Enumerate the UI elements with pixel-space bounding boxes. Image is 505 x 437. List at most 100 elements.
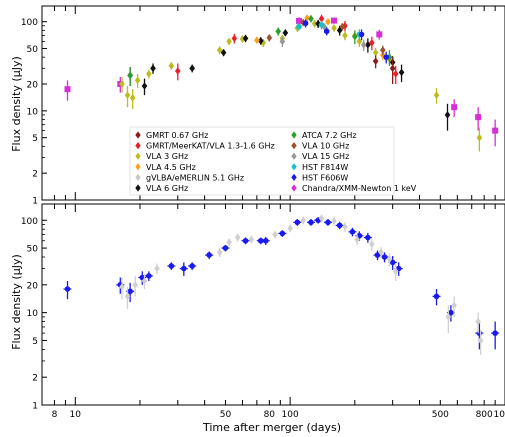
data-point	[272, 230, 278, 239]
x-tick-label: 1000	[494, 410, 505, 420]
legend-label: VLA 4.5 GHz	[146, 163, 196, 172]
data-point	[206, 252, 212, 258]
data-point	[325, 219, 331, 226]
data-point	[300, 216, 306, 225]
data-point	[308, 14, 314, 23]
top-y-tick-label: 5	[32, 134, 38, 144]
data-point	[189, 64, 195, 73]
data-point	[451, 301, 457, 310]
data-point	[380, 46, 386, 54]
legend-label: GMRT/MeerKAT/VLA 1.3-1.6 GHz	[146, 142, 275, 151]
data-point	[318, 22, 325, 28]
data-point	[374, 252, 381, 258]
data-point	[433, 91, 440, 99]
data-point	[331, 24, 337, 32]
bottom-y-tick-label: 100	[21, 217, 38, 227]
legend: GMRT 0.67 GHz GMRT/MeerKAT/VLA 1.3-1.6 GH…	[129, 126, 417, 196]
legend-label: Chandra/XMM-Newton 1 keV	[302, 184, 417, 193]
legend-marker	[291, 152, 297, 160]
legend-marker	[291, 131, 297, 139]
data-point	[266, 33, 273, 42]
data-point	[451, 104, 458, 111]
legend-label: VLA 6 GHz	[146, 184, 188, 193]
data-point	[189, 263, 195, 269]
data-point	[275, 27, 282, 36]
data-point	[318, 214, 325, 223]
data-point	[356, 37, 363, 46]
bottom-y-tick-label: 20	[27, 281, 39, 291]
legend-marker	[291, 173, 297, 181]
data-point	[220, 48, 227, 57]
data-point	[248, 235, 255, 244]
data-point	[475, 114, 482, 121]
x-axis-label: Time after merger (days)	[202, 421, 341, 434]
data-point	[132, 281, 138, 289]
data-point	[127, 71, 133, 80]
data-point	[141, 277, 148, 285]
data-point	[336, 222, 343, 229]
data-point	[389, 259, 396, 266]
data-point	[260, 38, 267, 47]
data-point	[262, 237, 269, 244]
x-tick-label: 100	[282, 410, 299, 420]
data-point	[369, 38, 375, 47]
data-point	[279, 230, 286, 237]
data-point	[308, 219, 314, 226]
data-point	[339, 22, 346, 31]
data-point	[492, 127, 499, 134]
top-y-tick-label: 20	[27, 81, 39, 91]
top-y-tick-label: 10	[27, 107, 39, 117]
data-point	[369, 240, 375, 249]
data-point	[476, 133, 483, 142]
x-tick-label: 80	[264, 410, 276, 420]
top-series-vla45	[254, 14, 386, 61]
data-point	[174, 67, 181, 75]
data-point	[331, 217, 337, 225]
top-series-atca	[127, 14, 393, 86]
legend-label: VLA 15 GHz	[302, 152, 349, 161]
data-point	[349, 229, 356, 235]
data-point	[386, 255, 393, 263]
legend-box	[129, 126, 395, 196]
data-point	[342, 222, 348, 231]
data-point	[216, 248, 223, 257]
legend-marker	[135, 131, 141, 139]
data-point	[354, 235, 360, 244]
top-y-tick-label: 100	[21, 18, 38, 28]
data-point	[242, 237, 249, 244]
data-point	[181, 265, 187, 272]
legend-label: HST F606W	[302, 173, 348, 182]
x-tick-label: 8	[52, 410, 58, 420]
data-point	[134, 76, 141, 85]
data-point	[216, 46, 223, 54]
data-point	[398, 68, 405, 77]
data-point	[231, 34, 238, 43]
bottom-series-scaled	[63, 217, 500, 350]
top-plot-frame	[41, 5, 505, 201]
top-series-hst606	[302, 19, 390, 64]
legend-label: VLA 10 GHz	[302, 142, 349, 151]
top-panel: 1 2 5 10 20 50 100 GMRT 0.67 GHz GMRT/MeerKAT/VL…	[21, 5, 505, 207]
data-point	[360, 41, 367, 49]
data-point	[234, 233, 241, 242]
data-point	[383, 54, 390, 60]
data-point	[119, 283, 125, 291]
data-point	[372, 57, 379, 66]
top-series-gmrt067	[372, 55, 396, 85]
data-point	[475, 317, 481, 326]
data-point	[330, 17, 337, 24]
legend-marker	[135, 173, 141, 181]
data-point	[381, 254, 388, 260]
data-point	[124, 91, 131, 99]
x-tick-label: 50	[220, 410, 232, 420]
data-point	[372, 48, 379, 57]
data-point	[287, 224, 293, 233]
bottom-series-others	[119, 214, 484, 355]
top-y-tick-label: 1	[32, 197, 38, 207]
data-point	[315, 19, 321, 28]
top-series-gmrt13	[174, 14, 399, 85]
data-point	[146, 70, 152, 78]
data-point	[296, 23, 302, 30]
data-point	[146, 273, 152, 279]
